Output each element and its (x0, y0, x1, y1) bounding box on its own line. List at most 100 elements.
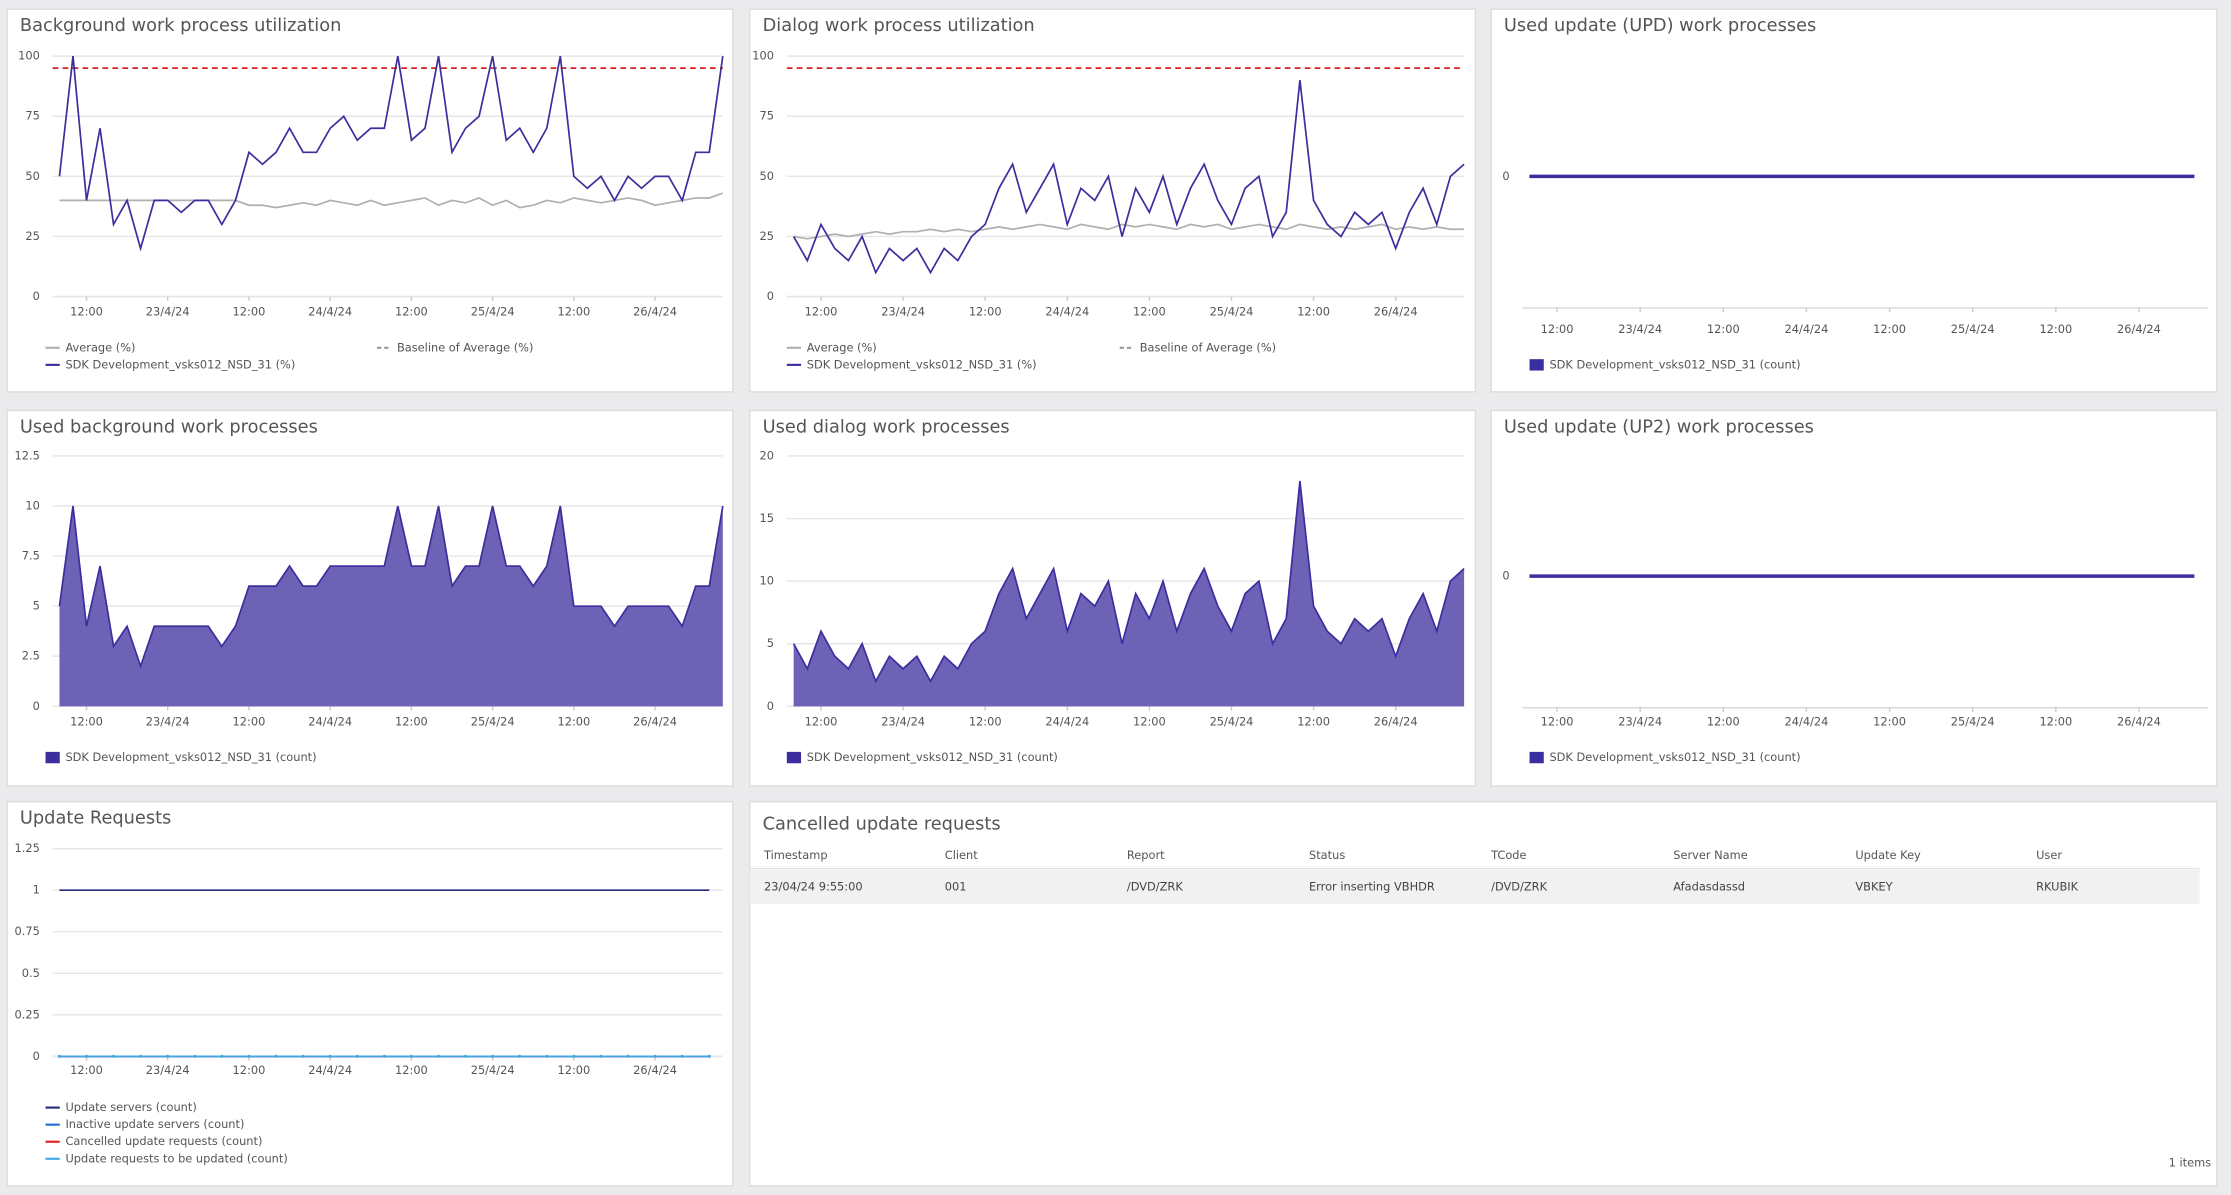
column-header: Update Key (1855, 848, 1921, 862)
x-tick-label: 24/4/24 (308, 1063, 352, 1077)
y-tick-label: 25 (25, 229, 39, 243)
x-tick-label: 24/4/24 (308, 305, 352, 319)
y-tick-label: 0 (33, 1049, 40, 1063)
point (572, 1054, 576, 1058)
y-tick-label: 12.5 (15, 448, 40, 462)
x-tick-label: 12:00 (1873, 714, 1906, 728)
legend-label: Update servers (count) (65, 1100, 196, 1114)
x-tick-label: 12:00 (70, 714, 103, 728)
y-tick-label: 0 (1502, 569, 1509, 583)
x-tick-label: 12:00 (805, 714, 838, 728)
table-cell: 001 (945, 880, 967, 894)
series-line (792, 80, 1465, 275)
y-tick-label: 50 (25, 169, 39, 183)
table-cell: VBKEY (1855, 880, 1892, 894)
chart-title: Used update (UP2) work processes (1504, 416, 1814, 437)
y-tick-label: 100 (18, 49, 40, 63)
x-tick-label: 25/4/24 (471, 305, 515, 319)
x-tick-label: 12:00 (233, 1063, 266, 1077)
chart-title: Used update (UPD) work processes (1504, 15, 1816, 36)
column-header: Client (945, 848, 978, 862)
x-tick-label: 12:00 (1297, 714, 1330, 728)
x-tick-label: 12:00 (557, 714, 590, 728)
panel (1490, 8, 2218, 393)
x-tick-label: 23/4/24 (146, 305, 190, 319)
legend-label: Average (%) (807, 340, 877, 354)
legend-label: Update requests to be updated (count) (65, 1151, 287, 1165)
x-tick-label: 12:00 (1707, 322, 1740, 336)
x-tick-label: 24/4/24 (1045, 305, 1089, 319)
column-header: Timestamp (763, 848, 828, 862)
y-tick-label: 10 (25, 499, 39, 513)
point (139, 1054, 143, 1058)
column-header: User (2036, 848, 2062, 862)
x-tick-label: 12:00 (1541, 322, 1574, 336)
y-tick-label: 0 (767, 289, 774, 303)
legend-label: Baseline of Average (%) (397, 340, 533, 354)
table-title: Cancelled update requests (763, 813, 1001, 834)
x-tick-label: 12:00 (2039, 322, 2072, 336)
y-tick-label: 0.5 (22, 966, 40, 980)
legend-label: SDK Development_vsks012_NSD_31 (%) (65, 357, 295, 371)
point (626, 1054, 630, 1058)
point (84, 1054, 89, 1058)
y-tick-label: 0 (767, 699, 774, 713)
x-tick-label: 12:00 (1133, 305, 1166, 319)
panel (6, 800, 734, 1187)
point (680, 1054, 684, 1058)
x-tick-label: 12:00 (1707, 714, 1740, 728)
point (355, 1054, 359, 1058)
x-tick-label: 12:00 (969, 305, 1002, 319)
point (518, 1054, 522, 1058)
x-tick-label: 24/4/24 (1785, 714, 1829, 728)
y-tick-label: 100 (752, 49, 774, 63)
table-cell: 23/04/24 9:55:00 (764, 880, 863, 894)
x-tick-label: 12:00 (70, 1063, 103, 1077)
chart-title: Used background work processes (20, 416, 318, 437)
point (166, 1054, 170, 1058)
series-line (58, 505, 724, 669)
point (220, 1054, 224, 1058)
y-tick-label: 7.5 (22, 549, 40, 563)
chart-title: Used dialog work processes (763, 416, 1010, 437)
point (382, 1054, 386, 1058)
point (491, 1054, 495, 1058)
x-tick-label: 25/4/24 (471, 1063, 515, 1077)
point (328, 1054, 332, 1058)
x-tick-label: 12:00 (1133, 714, 1166, 728)
point (301, 1054, 305, 1058)
x-tick-label: 23/4/24 (146, 1063, 190, 1077)
legend-label: SDK Development_vsks012_NSD_31 (count) (1549, 750, 1800, 764)
legend-swatch (45, 751, 60, 764)
point (436, 1054, 441, 1058)
chart-title: Update Requests (20, 808, 171, 829)
column-header: Server Name (1673, 848, 1747, 862)
legend-label: Baseline of Average (%) (1140, 340, 1276, 354)
x-tick-label: 12:00 (1873, 322, 1906, 336)
x-tick-label: 23/4/24 (146, 714, 190, 728)
chart-title: Dialog work process utilization (763, 15, 1035, 36)
point (247, 1054, 251, 1058)
y-tick-label: 75 (25, 109, 39, 123)
y-tick-label: 5 (33, 599, 40, 613)
x-tick-label: 23/4/24 (1618, 322, 1662, 336)
x-tick-label: 26/4/24 (2117, 322, 2161, 336)
y-tick-label: 25 (760, 229, 774, 243)
x-tick-label: 12:00 (969, 714, 1002, 728)
column-header: Status (1309, 848, 1345, 862)
x-tick-label: 12:00 (557, 1063, 590, 1077)
point (653, 1054, 657, 1058)
legend-swatch (1529, 751, 1544, 764)
panel (749, 8, 1477, 393)
table-cell: RKUBIK (2036, 880, 2079, 894)
legend-swatch (786, 751, 802, 764)
point (599, 1054, 603, 1058)
legend-label: SDK Development_vsks012_NSD_31 (%) (807, 357, 1037, 371)
y-tick-label: 10 (760, 574, 774, 588)
y-tick-label: 1.25 (15, 841, 40, 855)
y-tick-label: 0.25 (15, 1007, 40, 1021)
legend-label: Inactive update servers (count) (65, 1117, 244, 1131)
x-tick-label: 12:00 (805, 305, 838, 319)
